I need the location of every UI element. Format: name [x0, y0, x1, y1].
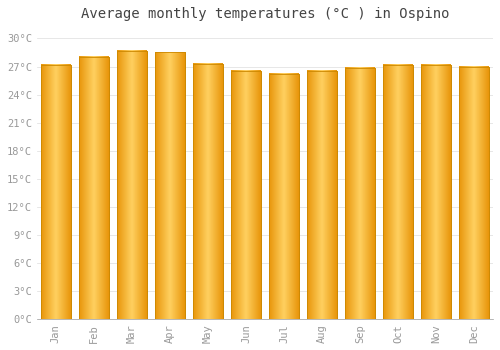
Bar: [459, 66, 489, 320]
Bar: [459, 66, 489, 320]
Bar: [155, 52, 184, 320]
Bar: [345, 68, 375, 320]
Bar: [41, 65, 70, 320]
Bar: [269, 74, 299, 320]
Bar: [41, 65, 70, 320]
Bar: [193, 64, 222, 320]
Bar: [155, 52, 184, 320]
Bar: [421, 65, 451, 320]
Bar: [421, 65, 451, 320]
Title: Average monthly temperatures (°C ) in Ospino: Average monthly temperatures (°C ) in Os…: [80, 7, 449, 21]
Bar: [79, 57, 108, 320]
Bar: [383, 65, 413, 320]
Bar: [79, 57, 108, 320]
Bar: [231, 71, 260, 320]
Bar: [307, 71, 337, 320]
Bar: [117, 51, 146, 320]
Bar: [193, 64, 222, 320]
Bar: [345, 68, 375, 320]
Bar: [117, 51, 146, 320]
Bar: [269, 74, 299, 320]
Bar: [307, 71, 337, 320]
Bar: [383, 65, 413, 320]
Bar: [231, 71, 260, 320]
